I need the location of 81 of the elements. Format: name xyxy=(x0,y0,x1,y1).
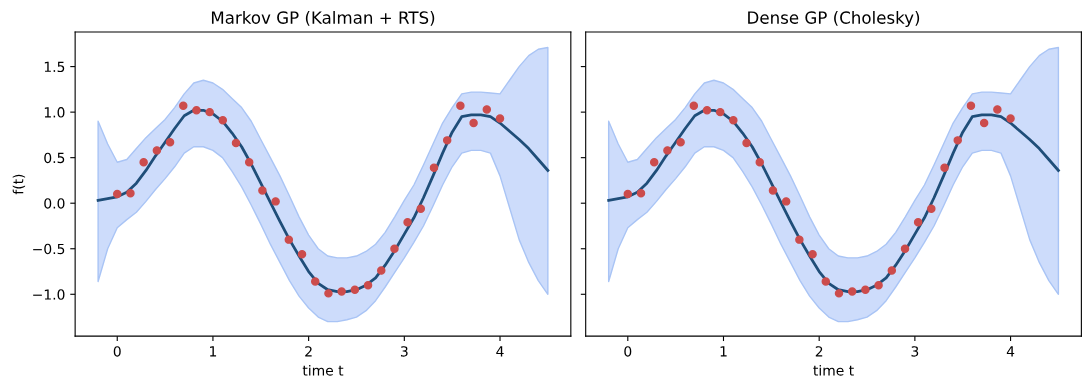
point xyxy=(297,249,307,259)
x-tick-label: 3 xyxy=(911,346,919,357)
point xyxy=(768,186,778,195)
point xyxy=(636,188,646,198)
y-tick-label: 0.0 xyxy=(44,198,65,209)
y-tick-label: 0.5 xyxy=(44,152,65,164)
point xyxy=(993,105,1002,114)
point xyxy=(218,116,228,125)
point xyxy=(179,101,188,110)
point xyxy=(390,244,399,253)
point xyxy=(663,146,672,155)
point xyxy=(244,157,254,167)
chart-title: Markov GP (Kalman + RTS) xyxy=(211,10,435,26)
point xyxy=(469,118,478,128)
point xyxy=(913,218,923,227)
point xyxy=(847,287,857,296)
point xyxy=(284,235,294,244)
y-axis-title: f(t) xyxy=(12,174,26,195)
point xyxy=(337,287,346,296)
point xyxy=(205,107,214,117)
x-tick-label: 0 xyxy=(113,346,121,357)
point xyxy=(271,197,280,206)
x-tick-label: 1 xyxy=(210,346,217,357)
x-axis-title: time t xyxy=(302,364,344,376)
y-tick-label: −1.0 xyxy=(33,289,65,300)
point xyxy=(113,189,122,199)
point xyxy=(689,101,699,110)
x-tick-label: 4 xyxy=(496,346,504,357)
point xyxy=(192,106,201,115)
chart-title: Dense GP (Cholesky) xyxy=(748,10,920,28)
y-tick-label: 1.5 xyxy=(44,61,65,73)
point xyxy=(900,244,910,253)
point xyxy=(940,163,949,172)
y-tick-label: 1.0 xyxy=(44,107,65,118)
x-tick-label: 0 xyxy=(624,346,632,357)
point xyxy=(139,157,148,167)
x-tick-label: 4 xyxy=(1006,346,1015,357)
point xyxy=(363,280,373,290)
point xyxy=(350,285,360,294)
point xyxy=(403,218,412,227)
x-tick-label: 1 xyxy=(720,346,727,357)
point xyxy=(874,280,883,290)
point xyxy=(781,197,791,206)
point xyxy=(742,138,751,148)
x-tick-label: 3 xyxy=(400,346,408,357)
point xyxy=(152,146,162,155)
point xyxy=(755,157,764,167)
x-tick-label: 2 xyxy=(305,346,312,357)
x-axis-title: time t xyxy=(813,364,854,376)
point xyxy=(231,138,241,148)
point xyxy=(716,107,725,117)
point xyxy=(979,118,989,128)
point xyxy=(702,106,712,115)
point xyxy=(623,189,633,199)
point xyxy=(887,266,897,275)
point xyxy=(1006,114,1015,123)
point xyxy=(442,136,452,145)
point xyxy=(482,105,492,114)
point xyxy=(729,116,738,125)
point xyxy=(795,235,804,244)
point xyxy=(834,289,844,298)
point xyxy=(953,136,962,145)
point xyxy=(416,204,426,213)
point xyxy=(126,188,135,198)
point xyxy=(861,285,870,294)
point xyxy=(649,157,659,167)
point xyxy=(258,186,267,195)
point xyxy=(676,137,685,147)
y-tick-label: −0.5 xyxy=(33,243,65,255)
point xyxy=(966,101,976,110)
point xyxy=(821,277,831,286)
point xyxy=(927,204,936,213)
point xyxy=(377,266,386,275)
point xyxy=(429,163,439,172)
point xyxy=(165,137,175,147)
point xyxy=(495,114,505,123)
point xyxy=(808,249,817,259)
point xyxy=(310,277,320,286)
x-tick-label: 2 xyxy=(815,346,823,357)
point xyxy=(324,289,333,298)
point xyxy=(456,101,465,110)
